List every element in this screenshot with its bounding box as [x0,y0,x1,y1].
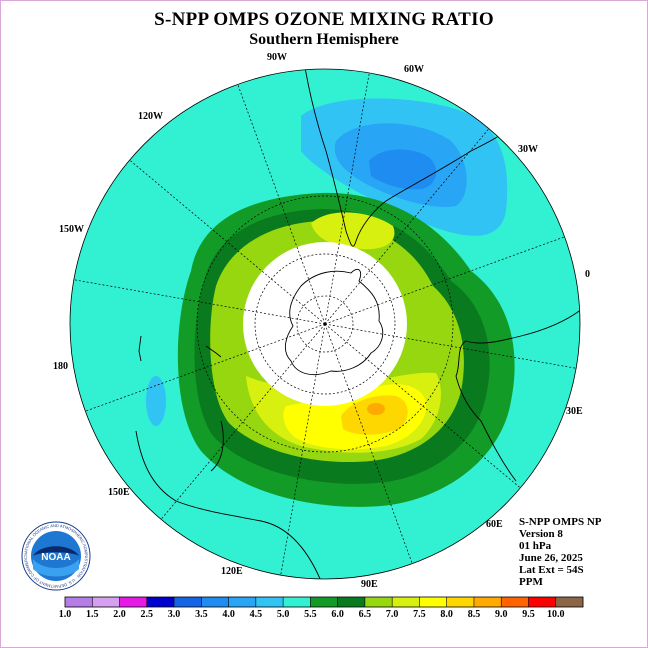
colorbar-swatch [146,597,175,607]
noaa-logo-text: NOAA [41,552,70,563]
figure-title: S-NPP OMPS OZONE MIXING RATIO [154,9,494,30]
lon-label-30e: 30E [566,406,583,417]
ozone-band-top-yellow [311,212,395,250]
colorbar-label: 4.0 [222,609,235,620]
lon-label-60e: 60E [486,519,503,530]
ozone-band-8-0 [341,395,408,435]
colorbar-label: 9.0 [494,609,508,620]
australia-coastline [135,420,322,579]
colorbar-label: 5.5 [304,609,317,620]
colorbar-label: 6.0 [331,609,344,620]
info-version: Version 8 [519,528,563,540]
colorbar-label: 6.5 [358,609,372,620]
ozone-peak [367,403,385,415]
meridian-line [129,159,326,325]
colorbar-swatch [310,597,338,607]
colorbar-label: 1.0 [58,609,72,620]
colorbar-swatch [174,597,202,607]
noaa-logo: NOAA NATIONAL OCEANIC AND ATMOSPHERIC AD… [21,521,91,591]
colorbar-swatch [255,597,284,607]
colorbar-label: 3.0 [167,609,181,620]
colorbar-swatch [473,597,502,607]
colorbar-swatch [92,597,120,607]
lon-label-90w: 90W [267,52,287,63]
meridian-line [324,128,490,325]
info-level: 01 hPa [519,540,552,552]
lon-label-150w: 150W [59,224,84,235]
lon-label-60w: 60W [404,64,424,75]
meridian-line [324,72,370,325]
colorbar-label: 9.5 [522,609,535,620]
colorbar-label: 3.5 [195,609,208,620]
colorbar-swatch [65,597,93,607]
meridian-line [73,279,326,325]
colorbar-swatch [364,597,393,607]
lon-label-120w: 120W [138,111,163,122]
info-units: PPM [519,576,543,588]
figure-subtitle: Southern Hemisphere [249,31,399,48]
new-zealand-coastline [138,335,222,362]
map-disc-outline [69,68,581,580]
colorbar-label: 7.5 [413,609,426,620]
colorbar-label: 8.5 [467,609,481,620]
meridian-line [85,323,326,412]
colorbar-label: 5.0 [276,609,290,620]
info-instrument: S-NPP OMPS NP [519,516,602,528]
colorbar-swatch [201,597,229,607]
colorbar [64,596,584,608]
graticule [73,72,577,576]
meridian-line [237,84,326,325]
colorbar-label: 10.0 [546,609,565,620]
colorbar-swatch [337,597,366,607]
meridian-line [324,236,565,325]
info-block: S-NPP OMPS NP Version 8 01 hPa June 26, … [519,516,602,588]
colorbar-swatch [555,597,584,607]
lon-label-120e: 120E [221,566,243,577]
colorbar-label: 8.0 [440,609,453,620]
low-ozone-core [369,149,437,190]
colorbar-swatch [392,597,420,607]
meridian-line [324,323,413,564]
colorbar-label: 4.5 [249,609,263,620]
colorbar-label: 2.0 [113,609,126,620]
lon-label-150e: 150E [108,487,130,498]
lon-label-0: 0 [585,269,590,280]
antarctica-coastline [284,268,384,375]
low-ozone-small-patch [146,376,166,426]
info-lat-ext: Lat Ext = 54S [519,564,584,576]
meridian-line [160,323,326,520]
colorbar-swatch [419,597,447,607]
colorbar-label: 1.5 [86,609,99,620]
lon-label-180: 180 [53,361,68,372]
colorbar-swatch [528,597,557,607]
meridian-line [280,323,326,576]
lon-label-30w: 30W [518,144,538,155]
africa-coastline [455,300,580,482]
colorbar-swatch [228,597,257,607]
colorbar-label: 2.5 [140,609,154,620]
lon-label-90e: 90E [361,579,378,590]
colorbar-outline [64,596,584,608]
meridian-line [324,323,577,369]
colorbar-label: 7.0 [385,609,399,620]
colorbar-swatch [446,597,475,607]
colorbar-swatch [283,597,311,607]
meridian-line [324,323,521,489]
colorbar-swatch [501,597,529,607]
colorbar-swatch [119,597,148,607]
info-date: June 26, 2025 [519,552,583,564]
